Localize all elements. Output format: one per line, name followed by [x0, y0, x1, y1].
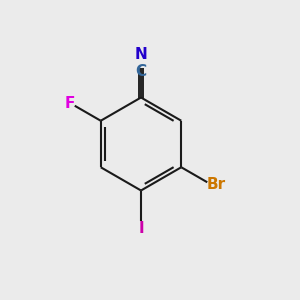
Text: C: C [135, 64, 147, 79]
Text: N: N [135, 47, 147, 62]
Text: F: F [64, 96, 74, 111]
Text: Br: Br [207, 177, 226, 192]
Text: I: I [138, 221, 144, 236]
